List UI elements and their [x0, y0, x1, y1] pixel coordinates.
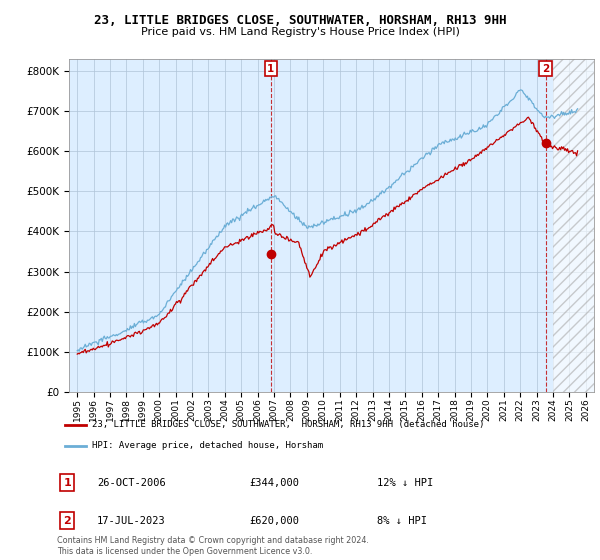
Point: [83, 442, 90, 449]
Text: 8% ↓ HPI: 8% ↓ HPI: [377, 516, 427, 525]
Point: [83, 422, 90, 428]
Text: 12% ↓ HPI: 12% ↓ HPI: [377, 478, 434, 488]
Text: £344,000: £344,000: [249, 478, 299, 488]
Text: 17-JUL-2023: 17-JUL-2023: [97, 516, 166, 525]
Bar: [553, 59, 594, 392]
Bar: [553, 59, 594, 392]
Text: 23, LITTLE BRIDGES CLOSE, SOUTHWATER, HORSHAM, RH13 9HH: 23, LITTLE BRIDGES CLOSE, SOUTHWATER, HO…: [94, 14, 506, 27]
Text: 23, LITTLE BRIDGES CLOSE, SOUTHWATER,  HORSHAM, RH13 9HH (detached house): 23, LITTLE BRIDGES CLOSE, SOUTHWATER, HO…: [92, 421, 484, 430]
Point: [61, 442, 68, 449]
Text: 1: 1: [267, 64, 274, 74]
Text: 1: 1: [64, 478, 71, 488]
Text: 26-OCT-2006: 26-OCT-2006: [97, 478, 166, 488]
Text: £620,000: £620,000: [249, 516, 299, 525]
Text: 2: 2: [542, 64, 549, 74]
Point: [61, 422, 68, 428]
Text: Price paid vs. HM Land Registry's House Price Index (HPI): Price paid vs. HM Land Registry's House …: [140, 27, 460, 37]
Text: 2: 2: [64, 516, 71, 525]
Text: Contains HM Land Registry data © Crown copyright and database right 2024.
This d: Contains HM Land Registry data © Crown c…: [57, 536, 369, 556]
Text: HPI: Average price, detached house, Horsham: HPI: Average price, detached house, Hors…: [92, 441, 323, 450]
